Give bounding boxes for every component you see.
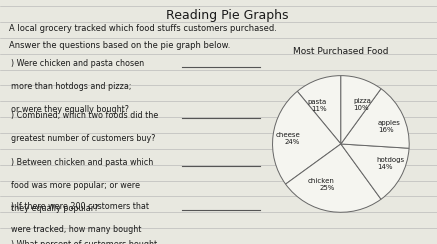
Text: pizza
10%: pizza 10%: [354, 99, 371, 112]
Text: cheese
24%: cheese 24%: [275, 132, 300, 145]
Text: hotdogs
14%: hotdogs 14%: [377, 157, 405, 170]
Text: Answer the questions based on the pie graph below.: Answer the questions based on the pie gr…: [9, 41, 230, 51]
Text: pasta
11%: pasta 11%: [308, 99, 327, 112]
Text: they equally popular?: they equally popular?: [11, 204, 98, 213]
Text: apples
16%: apples 16%: [378, 120, 401, 133]
Text: A local grocery tracked which food stuffs customers purchased.: A local grocery tracked which food stuff…: [9, 24, 277, 33]
Text: greatest number of customers buy?: greatest number of customers buy?: [11, 134, 155, 142]
Text: ) What percent of customers bought: ) What percent of customers bought: [11, 240, 157, 244]
Wedge shape: [286, 144, 381, 212]
Wedge shape: [341, 76, 381, 144]
Text: ) Combined, which two foods did the: ) Combined, which two foods did the: [11, 111, 158, 120]
Title: Most Purchased Food: Most Purchased Food: [293, 47, 388, 56]
Text: Reading Pie Graphs: Reading Pie Graphs: [166, 9, 288, 21]
Wedge shape: [341, 89, 409, 148]
Text: food was more popular; or were: food was more popular; or were: [11, 181, 140, 190]
Text: ) Between chicken and pasta which: ) Between chicken and pasta which: [11, 158, 153, 167]
Text: more than hotdogs and pizza;: more than hotdogs and pizza;: [11, 82, 132, 91]
Text: ) Were chicken and pasta chosen: ) Were chicken and pasta chosen: [11, 59, 144, 68]
Wedge shape: [297, 76, 341, 144]
Wedge shape: [341, 144, 409, 199]
Wedge shape: [273, 91, 341, 184]
Text: ) If there were 200 customers that: ) If there were 200 customers that: [11, 202, 149, 211]
Text: or were they equally bought?: or were they equally bought?: [11, 105, 129, 114]
Text: were tracked, how many bought: were tracked, how many bought: [11, 225, 141, 234]
Text: chicken
25%: chicken 25%: [308, 178, 334, 191]
